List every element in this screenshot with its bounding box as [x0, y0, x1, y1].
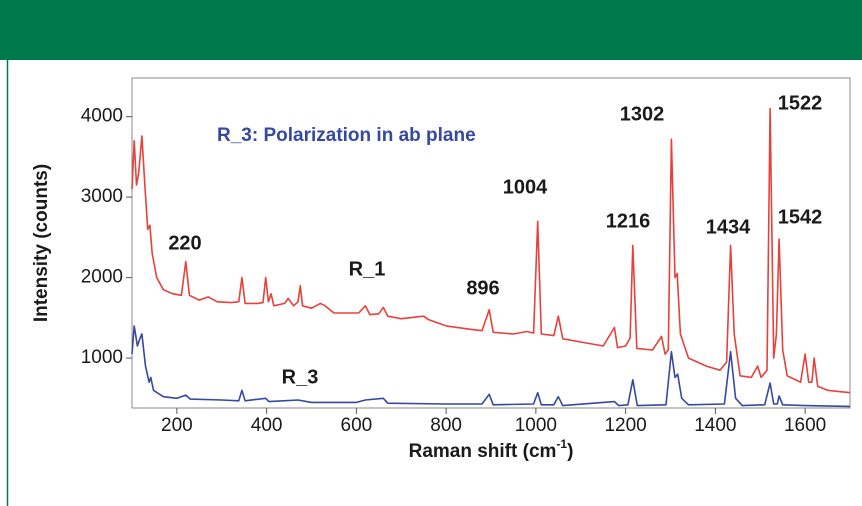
spectrum-line — [131, 107, 851, 394]
x-tick-label: 400 — [251, 415, 283, 436]
plot-frame — [131, 77, 851, 409]
peak-annotation: R_3 — [282, 366, 319, 388]
x-tick-label: 1400 — [694, 415, 736, 436]
x-tick-label: 1200 — [604, 415, 646, 436]
peak-annotation: 1522 — [778, 92, 823, 114]
peak-annotation: 1216 — [606, 210, 651, 232]
x-tick-label: 1000 — [515, 415, 557, 436]
y-tick-label: 2000 — [81, 267, 123, 288]
header-band — [0, 0, 862, 60]
spectrum-line — [131, 325, 851, 408]
x-label-tail: ) — [567, 441, 573, 462]
y-tick-label: 1000 — [81, 347, 123, 368]
x-tick-label: 600 — [341, 415, 373, 436]
peak-annotation: 1434 — [706, 216, 751, 238]
subtitle: R_3: Polarization in ab plane — [217, 125, 476, 146]
y-tick-label: 4000 — [81, 106, 123, 127]
peak-annotation: 1004 — [503, 176, 548, 198]
x-axis-label: Raman shift (cm-1) — [409, 437, 574, 462]
y-tick-label: 3000 — [81, 186, 123, 207]
x-label-main: Raman shift (cm — [409, 441, 557, 462]
y-axis-label: Intensity (counts) — [31, 164, 52, 322]
x-label-sup: -1 — [556, 437, 567, 451]
peak-annotation: 1302 — [620, 103, 665, 125]
peak-annotation: 1542 — [778, 206, 823, 228]
peak-annotation: R_1 — [349, 258, 386, 280]
x-tick-label: 800 — [430, 415, 462, 436]
x-tick-label: 1600 — [784, 415, 826, 436]
peak-annotation: 896 — [466, 277, 499, 299]
x-tick-label: 200 — [161, 415, 193, 436]
peak-annotation: 220 — [168, 232, 201, 254]
